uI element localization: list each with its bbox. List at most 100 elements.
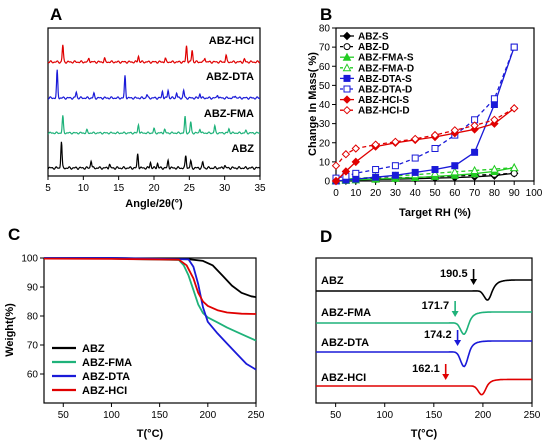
- chart-b-legend-label: ABZ-HCI-D: [358, 106, 410, 117]
- chart-a-series-abz: [47, 141, 261, 170]
- chart-a-xlabel: Angle/2θ(°): [125, 198, 183, 210]
- chart-d-annotations: 190.5 171.7 174.2 162.1: [412, 268, 478, 380]
- chart-b-series-abz-dta-d-point: [372, 166, 380, 174]
- chart-b-legend-label: ABZ-DTA-D: [358, 85, 412, 96]
- chart-b-y-tick-label: 80: [319, 24, 331, 35]
- chart-b-series-abz-hci-d-point: [490, 115, 499, 125]
- chart-b-series-abz-hci-d-point: [351, 144, 361, 153]
- chart-c-y-tick-label: 100: [21, 254, 38, 265]
- chart-b-x-tick-label: 40: [410, 188, 422, 199]
- chart-b-series-abz-hci-d-point: [410, 134, 420, 144]
- chart-c-frame: [43, 257, 257, 404]
- chart-b-series-abz-hci-s-point: [331, 176, 341, 186]
- chart-a-series-label: ABZ-DTA: [206, 71, 254, 83]
- chart-d-x-tick-label: 100: [376, 410, 393, 421]
- chart-d-series-abz-hci: [316, 378, 532, 396]
- chart-d-onset-label: 190.5: [440, 268, 468, 280]
- panel-label-b: B: [320, 5, 332, 24]
- chart-b-x-tick-label: 90: [509, 188, 521, 199]
- chart-b-series-abz-dta-s-point: [352, 175, 360, 183]
- chart-a-x-tick-label: 15: [113, 183, 125, 194]
- chart-c-y-tick-label: 60: [27, 370, 39, 381]
- chart-c-lines: [43, 257, 257, 371]
- chart-b-series-abz-fma-d-point: [430, 168, 440, 177]
- chart-b-legend-marker: [342, 105, 352, 115]
- panel-label-d: D: [320, 227, 332, 246]
- chart-d-onset-label: 162.1: [412, 363, 440, 375]
- chart-c-series-abz-fma: [43, 257, 257, 342]
- chart-b-x-tick-label: 0: [333, 188, 339, 199]
- chart-a-lines: [47, 44, 261, 170]
- chart-b-x-tick-label: 100: [526, 188, 543, 199]
- chart-c-y-tick-label: 90: [27, 283, 39, 294]
- chart-a-series-labels: ABZ-HCI ABZ-DTA ABZ-FMA ABZ: [204, 35, 254, 155]
- chart-d-series-label: ABZ: [321, 275, 344, 287]
- chart-b-legend: ABZ-SABZ-DABZ-FMA-SABZ-FMA-DABZ-DTA-SABZ…: [340, 32, 414, 117]
- chart-d-x-tick-label: 200: [475, 410, 492, 421]
- chart-d-onset-arrowhead: [451, 311, 459, 317]
- chart-b-series-abz-dta-s-point: [431, 166, 439, 174]
- chart-a-series-label: ABZ: [231, 143, 254, 155]
- chart-a-x-tick-label: 20: [148, 183, 160, 194]
- chart-b-legend-label: ABZ-FMA-D: [358, 63, 414, 74]
- chart-b-y-tick-label: 20: [319, 138, 331, 149]
- chart-b-ticks: 0 10 20 30 40 50 60 70 80 90 100 0 10 20 30 40 50 60 70 80: [319, 24, 543, 200]
- chart-b-y-tick-label: 40: [319, 100, 331, 111]
- chart-b-series-abz-dta-s-point: [391, 171, 399, 179]
- panel-label-a: A: [50, 5, 62, 24]
- chart-c-x-tick-label: 150: [151, 410, 168, 421]
- chart-d-xlabel: T(°C): [411, 428, 438, 440]
- chart-c-legend: ABZ ABZ-FMA ABZ-DTA ABZ-HCI: [52, 343, 132, 397]
- chart-a-series-label: ABZ-HCI: [209, 35, 254, 47]
- chart-b-x-tick-label: 10: [350, 188, 362, 199]
- chart-b-legend-marker: [342, 63, 352, 72]
- chart-d-series-labels: ABZ ABZ-FMA ABZ-DTA ABZ-HCI: [321, 275, 371, 384]
- chart-b-x-tick-label: 60: [449, 188, 461, 199]
- chart-d-series-abz-fma: [316, 311, 532, 336]
- chart-a-series-abz-hci: [47, 44, 261, 64]
- chart-b-series-abz-dta-d-point: [411, 154, 419, 162]
- chart-b-series-abz-dta-d-point: [510, 43, 518, 51]
- chart-b-legend-marker: [342, 95, 352, 104]
- chart-b-series-abz-dta-d-point: [352, 169, 360, 177]
- chart-b-series-abz-fma-d-point: [509, 163, 519, 172]
- chart-d-series-label: ABZ-FMA: [321, 307, 371, 319]
- chart-b-y-tick-label: 30: [319, 119, 331, 130]
- chart-c-ticks: 50 100 150 200 250 60 70 80 90 100: [21, 254, 264, 422]
- chart-b-legend-label: ABZ-HCI-S: [358, 95, 409, 106]
- chart-b-series-abz-dta-s-point: [372, 173, 380, 181]
- chart-b-series-abz-dta-s-point: [411, 168, 419, 176]
- chart-b-legend-label: ABZ-FMA-S: [358, 53, 414, 64]
- chart-b-y-tick-label: 50: [319, 81, 331, 92]
- chart-d-series-abz: [316, 279, 532, 301]
- chart-b-series-abz-dta-d-point: [391, 162, 399, 170]
- chart-b-legend-label: ABZ-D: [358, 42, 389, 53]
- chart-b-legend-marker: [342, 31, 352, 41]
- chart-c-xlabel: T(°C): [137, 428, 164, 440]
- chart-a-xticks: 5 10 15 20 25 30 35: [45, 176, 266, 194]
- chart-b-ylabel: Change In Mass( %): [307, 52, 319, 156]
- chart-d-onset-arrowhead: [442, 374, 450, 380]
- chart-b-series-abz-dta-s-point: [471, 148, 479, 156]
- chart-a-x-tick-label: 5: [45, 183, 51, 194]
- chart-d-onset-label: 174.2: [424, 329, 452, 341]
- chart-b-series-abz-hci-d-line: [335, 107, 515, 167]
- chart-d-series-abz-dta: [316, 340, 532, 368]
- chart-c-series-abz-hci: [43, 257, 257, 315]
- chart-b-series-abz-d-point: [510, 169, 518, 177]
- chart-c-ylabel: Weight(%): [4, 303, 16, 357]
- chart-c-x-tick-label: 200: [199, 410, 216, 421]
- chart-d-lines: [316, 279, 532, 396]
- chart-b-series-abz-hci-d-point: [391, 137, 400, 147]
- chart-d-onset-arrowhead: [470, 279, 478, 285]
- chart-c-legend-label: ABZ-DTA: [82, 371, 130, 383]
- chart-b-x-tick-label: 70: [469, 188, 481, 199]
- chart-b-series-abz-dta-s-point: [451, 162, 459, 170]
- chart-d-series-label: ABZ-DTA: [321, 337, 369, 349]
- chart-d: 50 100 150 200 250 ABZABZ-FMAABZ-DTAABZ-HCI …: [315, 257, 541, 440]
- chart-b-y-tick-label: 70: [319, 43, 331, 54]
- chart-d-onset-arrowhead: [454, 340, 462, 346]
- chart-d-xticks: 50 100 150 200 250: [330, 403, 541, 421]
- chart-d-x-tick-label: 150: [425, 410, 442, 421]
- chart-b-series-abz-fma-d-point: [490, 164, 499, 173]
